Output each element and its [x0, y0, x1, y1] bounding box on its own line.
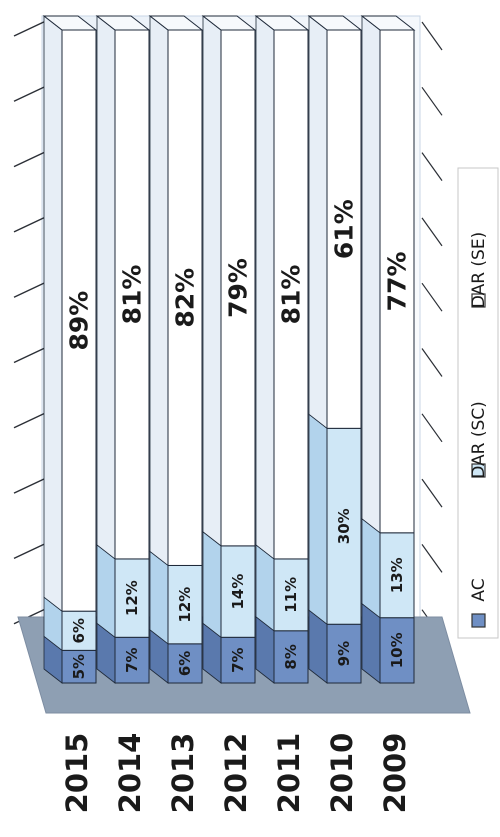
bar-segment — [167, 564, 203, 645]
bar-side-face — [202, 531, 222, 639]
bar-top-cap — [201, 15, 257, 31]
legend-label: DAR (SE) — [469, 232, 489, 308]
gridline — [13, 541, 49, 560]
bar-side-face — [149, 15, 169, 567]
gridlines — [13, 19, 443, 639]
bar-segment — [167, 643, 203, 684]
data-label: 30% — [335, 508, 353, 544]
bar-side-face — [149, 550, 169, 645]
legend-swatch — [471, 463, 486, 478]
bar-side-face — [96, 544, 116, 639]
bar-side-face — [361, 517, 381, 619]
data-label: 9% — [335, 641, 353, 666]
bar-top-cap — [148, 15, 204, 31]
data-label: 10% — [388, 632, 406, 668]
gridline — [13, 215, 49, 233]
bar-side-face — [96, 15, 116, 560]
data-label: 89% — [65, 291, 94, 351]
bar-segment — [167, 29, 203, 566]
gridline-diagonal — [421, 544, 443, 573]
bar-side-face — [255, 544, 275, 632]
gridline-diagonal — [421, 86, 443, 116]
gridline-diagonal — [421, 282, 443, 312]
legend-swatch — [471, 293, 486, 308]
data-label: 6% — [176, 651, 194, 676]
gridline-diagonal — [421, 217, 443, 247]
category-label: 2010 — [325, 733, 359, 814]
data-label: 5% — [70, 654, 88, 679]
legend-box — [457, 167, 499, 639]
legend-label: AC — [469, 578, 489, 601]
gridline — [13, 19, 49, 37]
category-label: 2015 — [60, 733, 94, 814]
bar-side-face — [43, 15, 63, 612]
data-label: 7% — [123, 647, 141, 672]
data-label: 79% — [224, 258, 253, 318]
gridline-diagonal — [421, 152, 443, 181]
gridline-diagonal — [421, 478, 443, 508]
bar-segment — [273, 630, 309, 684]
gridline — [13, 411, 49, 429]
bar-segment — [273, 29, 309, 560]
bar-side-face — [361, 15, 381, 534]
data-label: 8% — [282, 644, 300, 669]
bar-segment — [114, 29, 150, 560]
category-labels: 2015 2014 2013 2012 2011 2010 2009 — [60, 733, 412, 814]
gridline — [13, 280, 49, 298]
gridline-diagonal — [421, 21, 443, 51]
bar-side-face — [308, 15, 328, 430]
category-label: 2009 — [378, 733, 412, 814]
data-label: 13% — [388, 557, 406, 593]
bar-top-cap — [360, 15, 416, 31]
bars-group: 5% 6% 89% 7% 12% 81% 6% 12% 82% 7% 14% 79% 8% 11% 81% 9… — [42, 15, 416, 684]
data-label: 61% — [330, 199, 359, 259]
gridline — [13, 149, 49, 168]
bar-side-face — [308, 413, 328, 626]
data-label: 11% — [282, 577, 300, 613]
data-label: 14% — [229, 574, 247, 610]
data-label: 81% — [118, 265, 147, 325]
gridline — [13, 84, 49, 102]
bar-top-cap — [307, 15, 363, 31]
category-label: 2014 — [113, 733, 147, 814]
bar-top-cap — [95, 15, 151, 31]
data-label: 7% — [229, 647, 247, 672]
gridline-diagonal — [421, 413, 443, 443]
data-label: 12% — [123, 580, 141, 616]
data-label: 81% — [277, 265, 306, 325]
data-label: 6% — [70, 618, 88, 643]
bar-segment — [61, 649, 97, 684]
data-label: 77% — [383, 251, 412, 311]
legend-label: DAR (SC) — [469, 401, 489, 479]
category-label: 2013 — [166, 733, 200, 814]
bar-side-face — [202, 15, 222, 547]
bar-segment — [220, 29, 256, 547]
gridline-diagonal — [421, 348, 443, 377]
bar-segment — [379, 29, 415, 534]
bar-segment — [326, 623, 362, 684]
data-label: 12% — [176, 587, 194, 623]
bar-segment — [114, 558, 150, 638]
gridline — [13, 345, 49, 364]
legend-swatch — [471, 613, 486, 628]
bar-top-cap — [254, 15, 310, 31]
bar-segment — [379, 532, 415, 619]
bar-side-face — [255, 15, 275, 560]
legend: AC DAR (SC) DAR (SE) — [457, 167, 499, 639]
bar-segment — [61, 29, 97, 612]
bar-segment — [326, 427, 362, 625]
category-label: 2011 — [272, 733, 306, 814]
data-label: 82% — [171, 268, 200, 328]
gridline — [13, 476, 49, 494]
category-label: 2012 — [219, 733, 253, 814]
bar-top-cap — [42, 15, 98, 31]
